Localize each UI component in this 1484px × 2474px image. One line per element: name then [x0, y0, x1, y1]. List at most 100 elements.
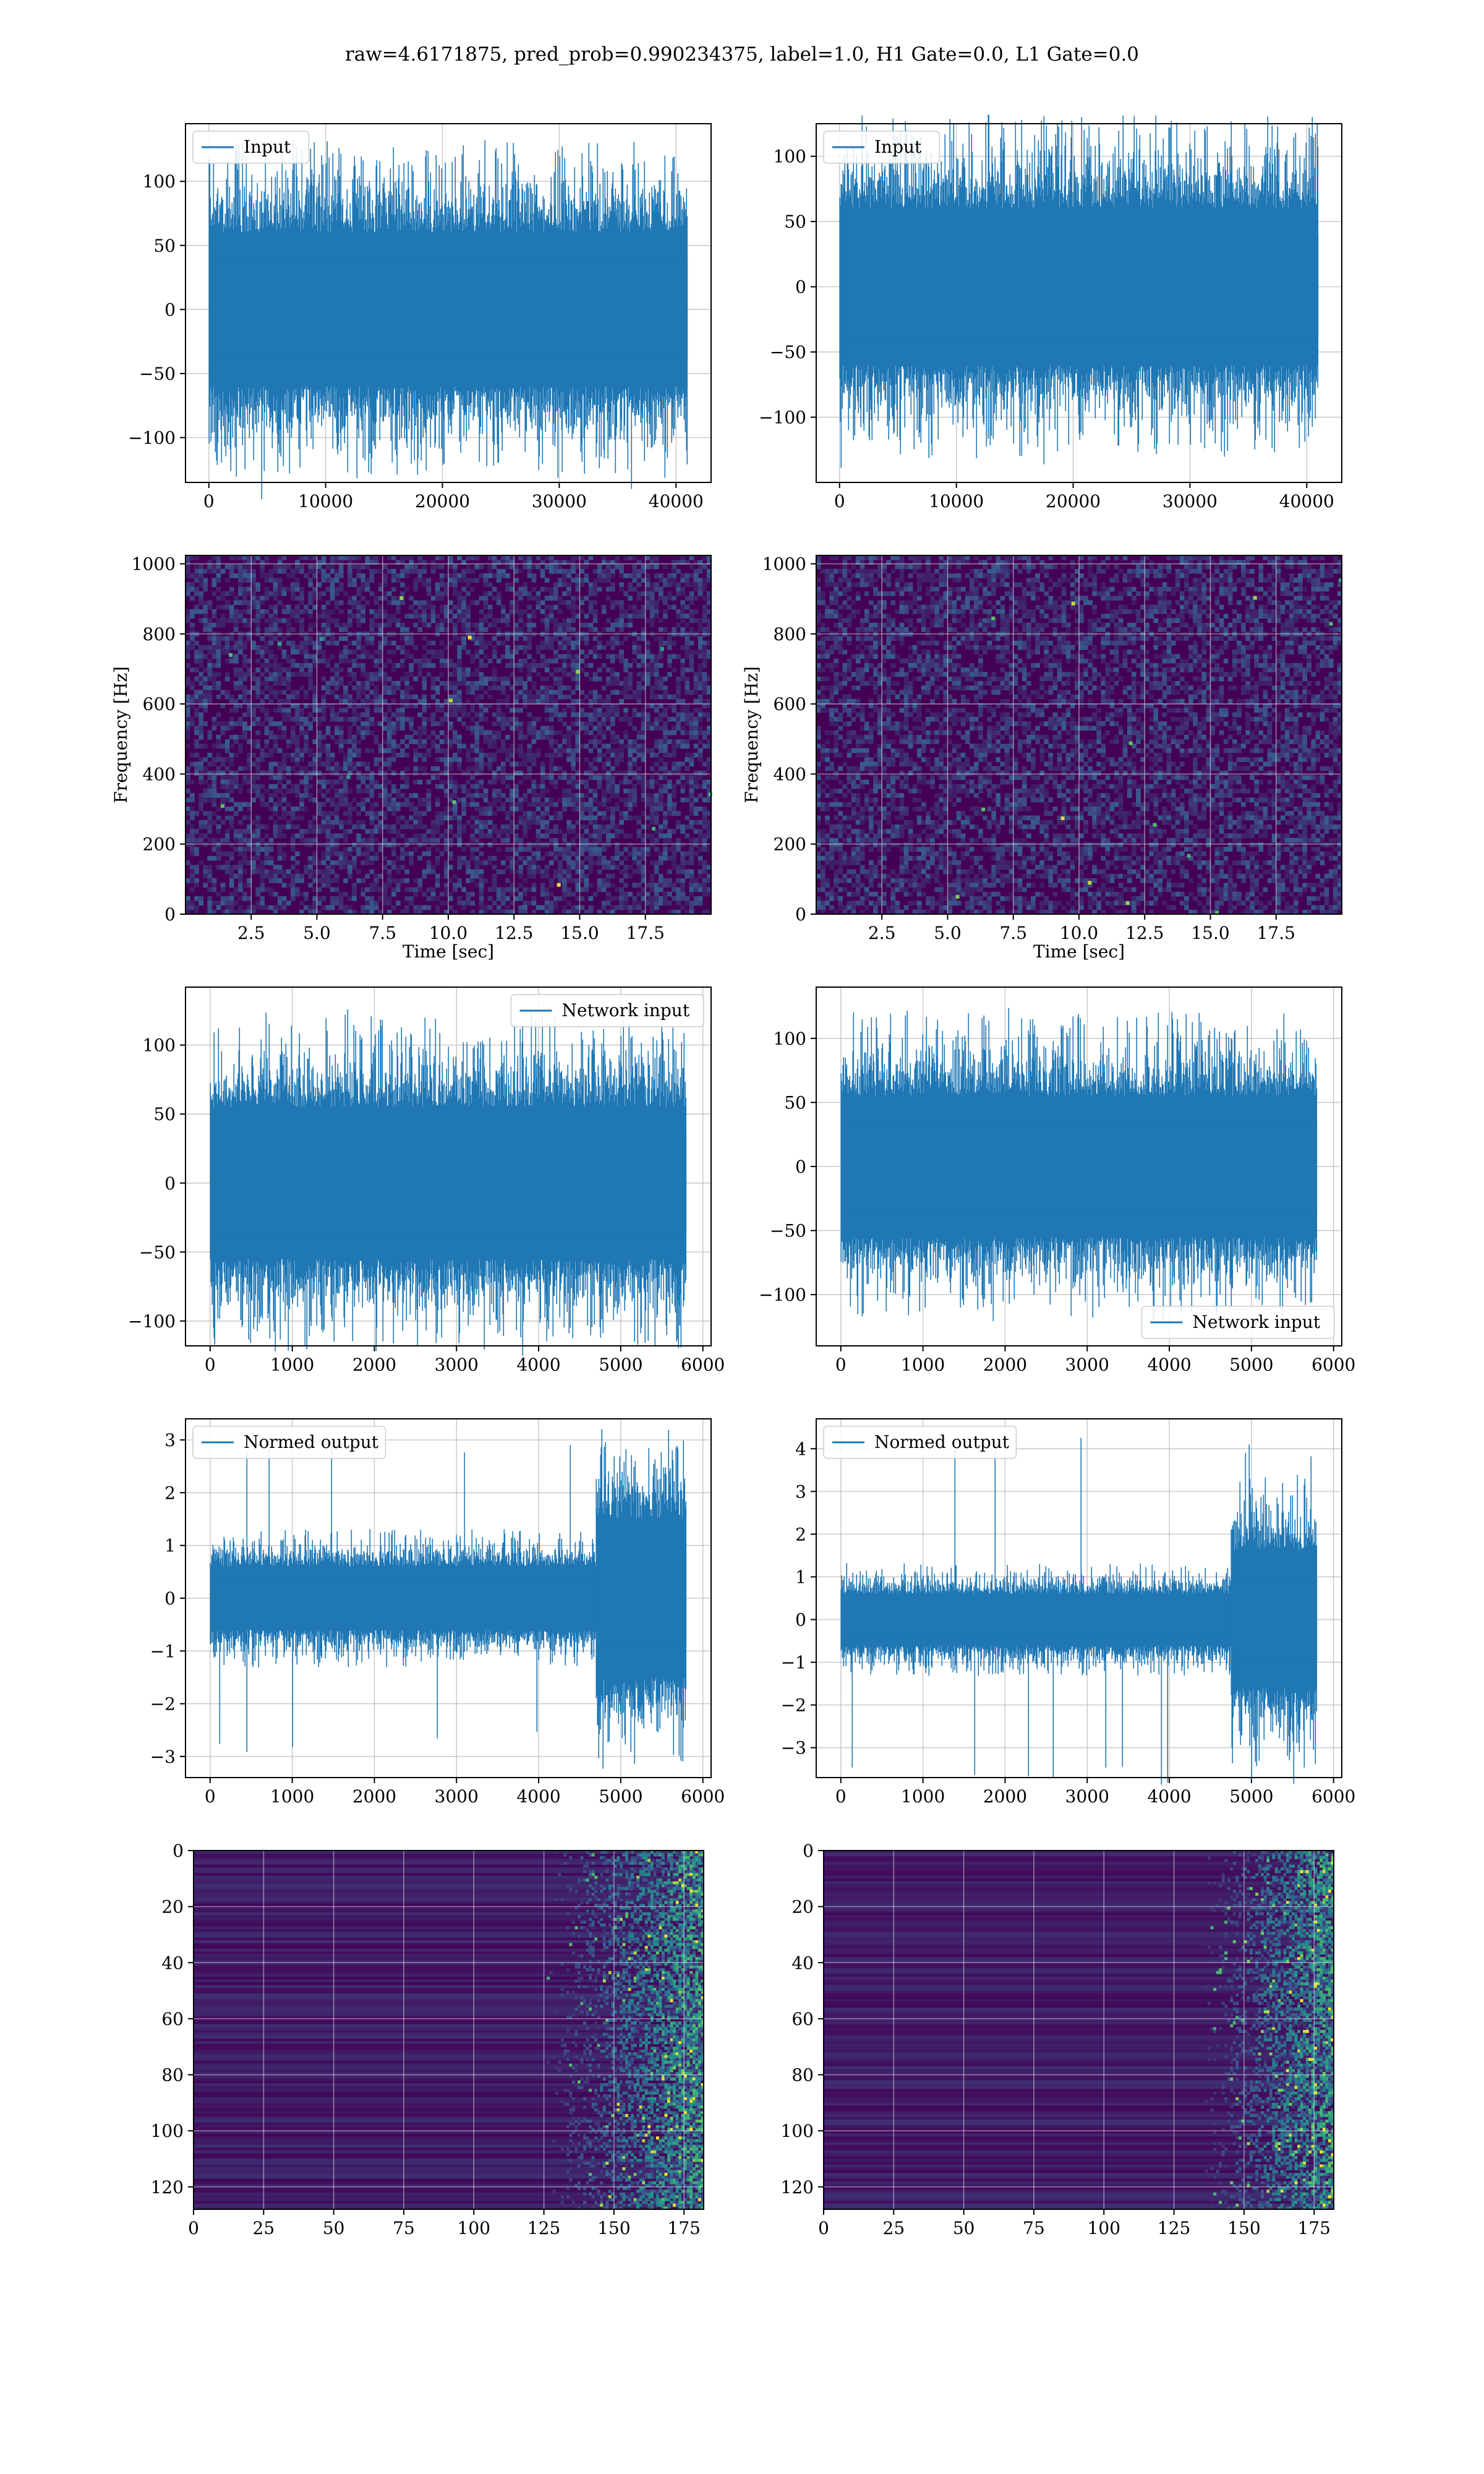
heatmap-cell	[321, 622, 326, 628]
heatmap-cell	[194, 654, 199, 659]
heatmap-cell	[299, 730, 304, 735]
heatmap-cell	[352, 708, 357, 713]
heatmap-cell	[317, 708, 322, 713]
heatmap-cell	[317, 582, 322, 588]
heatmap-cell	[365, 842, 370, 847]
heatmap-cell	[348, 596, 352, 601]
heatmap-cell	[628, 618, 633, 623]
heatmap-cell	[356, 645, 361, 650]
heatmap-cell	[531, 586, 537, 592]
heatmap-cell	[697, 627, 703, 632]
heatmap-cell	[255, 761, 260, 767]
heatmap-cell	[251, 600, 256, 606]
heatmap-cell	[194, 883, 199, 888]
heatmap-cell	[317, 596, 322, 601]
heatmap-cell	[466, 618, 471, 623]
heatmap-cell	[632, 586, 638, 592]
heatmap-cell	[575, 883, 581, 888]
heatmap-cell	[312, 568, 318, 574]
heatmap-cell	[198, 761, 203, 767]
heatmap-cell	[317, 568, 322, 574]
heatmap-cell	[343, 847, 348, 852]
heatmap-cell	[264, 855, 270, 861]
heatmap-cell	[304, 555, 309, 560]
heatmap-cell	[483, 676, 488, 682]
heatmap-cell	[558, 815, 563, 821]
heatmap-cell	[693, 837, 699, 843]
heatmap-cell	[562, 878, 567, 883]
heatmap-cell	[229, 842, 234, 847]
heatmap-cell	[571, 708, 576, 713]
heatmap-cell	[706, 824, 712, 829]
heatmap-cell	[343, 802, 348, 807]
heatmap-cell	[684, 833, 690, 839]
heatmap-cell	[203, 645, 208, 650]
heatmap-cell	[260, 748, 265, 753]
heatmap-cell	[299, 685, 304, 691]
heatmap-cell	[514, 609, 519, 614]
heatmap-cell	[308, 600, 313, 606]
heatmap-cell	[702, 672, 707, 677]
heatmap-cell	[321, 649, 326, 655]
x-tick-label: 40000	[1279, 491, 1334, 511]
heatmap-cell	[382, 757, 388, 763]
heatmap-cell	[689, 631, 694, 637]
heatmap-cell	[386, 591, 392, 596]
heatmap-cell	[321, 654, 326, 659]
heatmap-cell	[470, 681, 475, 686]
heatmap-cell	[299, 878, 304, 883]
heatmap-cell	[238, 672, 243, 677]
heatmap-cell	[448, 842, 453, 847]
heatmap-cell	[619, 640, 624, 646]
heatmap-cell	[238, 564, 243, 570]
heatmap-cell	[426, 717, 432, 722]
heatmap-cell	[190, 685, 195, 691]
heatmap-cell	[470, 815, 475, 821]
heatmap-cell	[198, 663, 203, 668]
heatmap-cell	[233, 771, 239, 776]
heatmap-cell	[268, 842, 274, 847]
heatmap-cell	[680, 645, 686, 650]
heatmap-cell	[487, 766, 493, 771]
heatmap-cell	[672, 739, 676, 745]
heatmap-cell	[522, 699, 528, 704]
heatmap-cell	[277, 586, 283, 592]
heatmap-cell	[636, 753, 642, 758]
heatmap-cell	[281, 842, 287, 847]
heatmap-cell	[277, 855, 283, 861]
heatmap-cell	[207, 873, 213, 879]
heatmap-cell	[308, 726, 313, 731]
heatmap-cell	[251, 591, 256, 596]
heatmap-cell	[659, 833, 663, 839]
heatmap-cell	[571, 658, 576, 664]
heatmap-cell	[641, 591, 646, 596]
heatmap-cell	[422, 645, 427, 650]
heatmap-cell	[697, 771, 703, 776]
heatmap-cell	[369, 829, 375, 834]
heatmap-cell	[264, 730, 270, 735]
heatmap-cell	[356, 712, 361, 717]
heatmap-cell	[492, 837, 497, 843]
heatmap-cell	[251, 676, 256, 682]
heatmap-cell	[186, 807, 190, 811]
heatmap-cell	[330, 847, 335, 852]
heatmap-cell	[435, 847, 440, 852]
heatmap-cell	[466, 820, 471, 825]
heatmap-cell	[299, 600, 304, 606]
heatmap-cell	[386, 676, 392, 682]
heatmap-cell	[479, 627, 484, 632]
heatmap-cell	[680, 865, 686, 870]
heatmap-cell	[291, 757, 296, 763]
heatmap-cell	[531, 609, 537, 614]
heatmap-cell	[216, 807, 221, 811]
heatmap-cell	[211, 640, 217, 646]
heatmap-cell	[400, 622, 405, 628]
heatmap-cell	[702, 761, 707, 767]
heatmap-cell	[601, 811, 607, 816]
heatmap-cell	[619, 717, 624, 722]
heatmap-cell	[281, 708, 287, 713]
heatmap-cell	[426, 672, 432, 677]
heatmap-cell	[216, 685, 221, 691]
heatmap-cell	[203, 604, 208, 610]
heatmap-cell	[186, 699, 190, 704]
